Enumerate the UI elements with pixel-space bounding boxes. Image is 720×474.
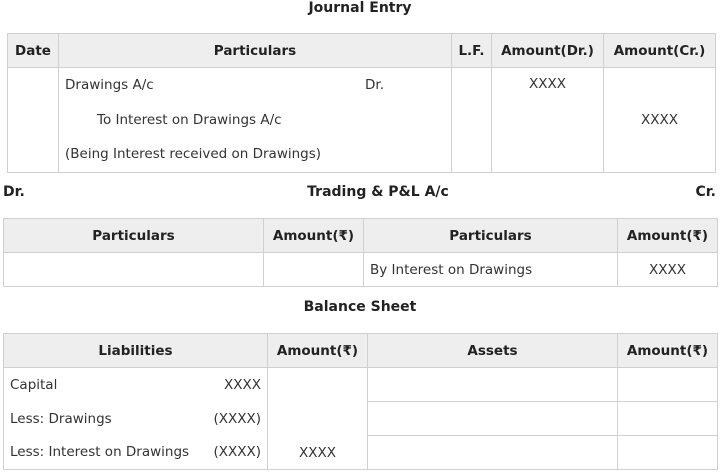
credit-account: To Interest on Drawings A/c bbox=[97, 111, 282, 128]
date-cell bbox=[7, 67, 59, 173]
dr-label: Dr. bbox=[365, 77, 384, 93]
trading-header-row: Particulars Amount(₹) Particulars Amount… bbox=[3, 218, 718, 253]
liability-cell: Less: Interest on Drawings (XXXX) bbox=[3, 435, 268, 470]
header-assets-amount: Amount(₹) bbox=[617, 333, 718, 368]
journal-table: Date Particulars L.F. Amount(Dr.) Amount… bbox=[7, 33, 716, 173]
header-amount-dr: Amount(₹) bbox=[263, 218, 364, 253]
liabilities-total: XXXX bbox=[267, 367, 368, 470]
journal-header-row: Date Particulars L.F. Amount(Dr.) Amount… bbox=[7, 33, 716, 68]
trading-cr-label: Cr. bbox=[695, 184, 716, 200]
balance-sheet-table: Liabilities Amount(₹) Assets Amount(₹) C… bbox=[3, 333, 718, 470]
liability-label: Less: Drawings bbox=[10, 410, 112, 427]
amount-dr: XXXX bbox=[529, 76, 566, 92]
header-assets: Assets bbox=[367, 333, 618, 368]
narration: (Being Interest received on Drawings) bbox=[65, 146, 322, 162]
asset-amount-cell bbox=[617, 435, 718, 470]
balance-sheet-title: Balance Sheet bbox=[303, 299, 417, 315]
liability-cell: Less: Drawings (XXXX) bbox=[3, 401, 268, 436]
liability-label: Less: Interest on Drawings bbox=[10, 444, 190, 461]
trading-table: Particulars Amount(₹) Particulars Amount… bbox=[3, 218, 718, 287]
journal-title: Journal Entry bbox=[308, 0, 412, 16]
liability-value: (XXXX) bbox=[213, 444, 261, 461]
liability-value: XXXX bbox=[224, 376, 261, 393]
header-particulars-dr: Particulars bbox=[3, 218, 264, 253]
header-lf: L.F. bbox=[451, 33, 492, 68]
trading-title: Trading & P&L A/c bbox=[307, 184, 449, 200]
header-amount-dr: Amount(Dr.) bbox=[491, 33, 604, 68]
amount-dr-cell: XXXX bbox=[491, 67, 604, 173]
liability-label: Capital bbox=[10, 376, 58, 393]
dr-amount-cell bbox=[263, 252, 364, 287]
header-date: Date bbox=[7, 33, 59, 68]
asset-amount-cell bbox=[617, 367, 718, 402]
amount-cr-cell: XXXX bbox=[603, 67, 716, 173]
trading-dr-label: Dr. bbox=[3, 184, 25, 200]
asset-amount-cell bbox=[617, 401, 718, 436]
header-particulars-cr: Particulars bbox=[363, 218, 618, 253]
asset-cell bbox=[367, 401, 618, 436]
credit-amount: XXXX bbox=[617, 252, 718, 287]
header-liabilities: Liabilities bbox=[3, 333, 268, 368]
liability-value: (XXXX) bbox=[213, 410, 261, 427]
trading-row: By Interest on Drawings XXXX bbox=[3, 252, 718, 287]
particulars-cell: Drawings A/c Dr. To Interest on Drawings… bbox=[58, 67, 452, 173]
liability-cell: Capital XXXX bbox=[3, 367, 268, 402]
balance-row: Less: Interest on Drawings (XXXX) bbox=[3, 435, 718, 470]
balance-header-row: Liabilities Amount(₹) Assets Amount(₹) bbox=[3, 333, 718, 368]
header-amount-cr: Amount(₹) bbox=[617, 218, 718, 253]
debit-account: Drawings A/c bbox=[65, 77, 154, 93]
journal-entry-row: Drawings A/c Dr. To Interest on Drawings… bbox=[7, 67, 716, 173]
asset-cell bbox=[367, 367, 618, 402]
lf-cell bbox=[451, 67, 492, 173]
balance-row: Capital XXXX XXXX bbox=[3, 367, 718, 470]
header-amount-cr: Amount(Cr.) bbox=[603, 33, 716, 68]
amount-cr: XXXX bbox=[641, 111, 678, 128]
header-liabilities-amount: Amount(₹) bbox=[267, 333, 368, 368]
dr-particulars-cell bbox=[3, 252, 264, 287]
header-particulars: Particulars bbox=[58, 33, 452, 68]
asset-cell bbox=[367, 435, 618, 470]
credit-item: By Interest on Drawings bbox=[363, 252, 618, 287]
